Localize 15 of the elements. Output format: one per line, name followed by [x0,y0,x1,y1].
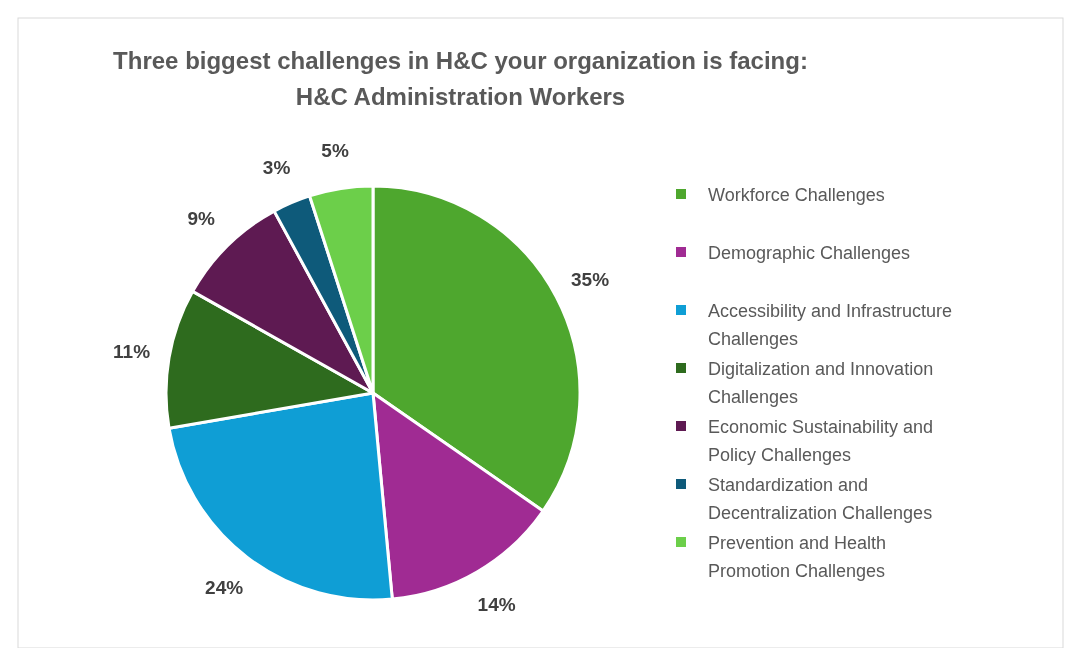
data-label: 3% [262,157,291,179]
chart-title: Three biggest challenges in H&C your organization is facing: H&C Administration Workers [113,47,808,110]
legend-label: Digitalization and Innovation Challenges [708,359,934,407]
legend-label: Demographic Challenges [708,243,911,263]
legend-label: Prevention and Health Promotion Challenges [708,533,887,581]
legend-label: Workforce Challenges [708,185,885,205]
data-label: 5% [321,140,349,162]
data-label: 11% [113,340,151,362]
data-label: 14% [477,594,516,616]
data-label: 9% [187,207,215,229]
legend-label: Accessibility and Infrastructure Challenges [708,301,953,349]
data-label: 35% [571,268,610,290]
legend-label: Standardization and Decentralization Challenges [708,475,933,523]
data-label: 24% [205,577,244,599]
legend-label: Economic Sustainability and Policy Challenges [708,417,934,465]
